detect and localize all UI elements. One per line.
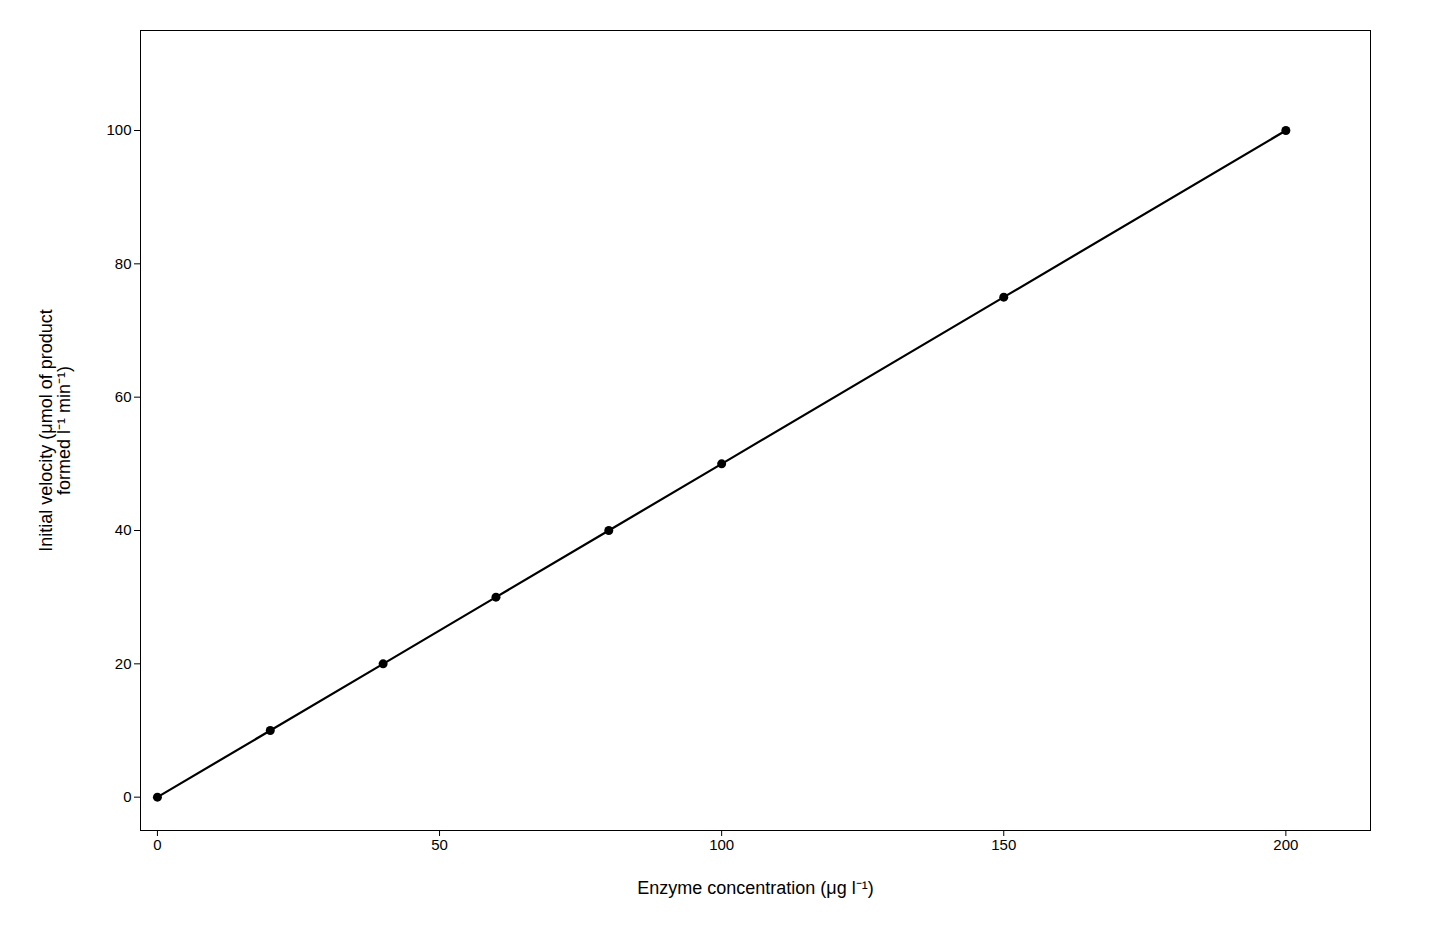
svg-text:50: 50 bbox=[431, 836, 448, 853]
svg-text:100: 100 bbox=[709, 836, 734, 853]
svg-text:150: 150 bbox=[991, 836, 1016, 853]
svg-text:100: 100 bbox=[106, 121, 131, 138]
svg-text:0: 0 bbox=[123, 788, 131, 805]
svg-text:40: 40 bbox=[115, 521, 132, 538]
svg-text:80: 80 bbox=[115, 255, 132, 272]
svg-text:200: 200 bbox=[1273, 836, 1298, 853]
svg-text:20: 20 bbox=[115, 655, 132, 672]
svg-text:Enzyme concentration (μg l⁻¹): Enzyme concentration (μg l⁻¹) bbox=[637, 878, 873, 898]
svg-text:Initial velocity (μmol of prod: Initial velocity (μmol of productformed … bbox=[36, 309, 74, 551]
svg-text:60: 60 bbox=[115, 388, 132, 405]
svg-text:0: 0 bbox=[153, 836, 161, 853]
